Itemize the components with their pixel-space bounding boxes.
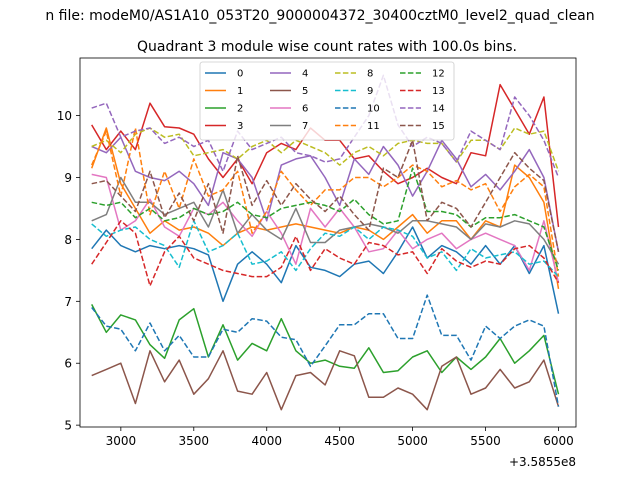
chart-title: Quadrant 3 module wise count rates with … — [137, 39, 517, 55]
series-line-11 — [91, 127, 560, 277]
series-line-1 — [90, 127, 560, 290]
y-tick-label: 6 — [64, 357, 72, 371]
legend-label-5: 5 — [302, 86, 308, 97]
series-line-9 — [91, 220, 560, 278]
y-axis: 5 6 7 8 9 10 — [57, 109, 80, 433]
series-line-7 — [91, 176, 560, 265]
series-line-12 — [91, 167, 560, 271]
series-line-15 — [91, 139, 560, 252]
legend-label-4: 4 — [302, 69, 308, 80]
y-tick-label: 7 — [64, 295, 72, 309]
legend-box — [199, 61, 455, 141]
x-tick-label: 3500 — [179, 434, 210, 448]
legend-label-1: 1 — [237, 86, 243, 97]
x-axis: 3000 3500 4000 4500 5000 5500 6000 — [106, 427, 574, 448]
series-line-13 — [91, 220, 560, 287]
legend-label-3: 3 — [237, 121, 243, 132]
y-tick-label: 10 — [57, 109, 72, 123]
y-tick-label: 5 — [64, 419, 72, 433]
series-line-5 — [91, 350, 560, 411]
x-axis-offset-label: +3.5855e8 — [509, 455, 576, 469]
legend-label-7: 7 — [302, 121, 308, 132]
x-tick-label: 5500 — [470, 434, 501, 448]
x-tick-label: 5000 — [397, 434, 428, 448]
series-layer — [90, 74, 560, 411]
legend-label-11: 11 — [367, 121, 380, 132]
legend-label-8: 8 — [367, 69, 373, 80]
legend-label-2: 2 — [237, 104, 243, 115]
legend-label-9: 9 — [367, 86, 373, 97]
x-tick-label: 4000 — [251, 434, 282, 448]
legend-label-6: 6 — [302, 104, 308, 115]
figure-suptitle: n file: modeM0/AS1A10_053T20_9000004372_… — [45, 8, 594, 24]
legend-label-13: 13 — [432, 86, 445, 97]
series-line-14 — [91, 74, 560, 178]
series-line-6 — [91, 173, 560, 283]
y-tick-label: 9 — [64, 171, 72, 185]
legend-label-0: 0 — [237, 69, 243, 80]
series-line-4 — [91, 136, 560, 252]
legend-label-12: 12 — [432, 69, 445, 80]
plot-frame — [79, 57, 577, 428]
series-line-10 — [91, 294, 560, 407]
legend-label-10: 10 — [367, 104, 380, 115]
legend-label-15: 15 — [432, 121, 445, 132]
x-tick-label: 3000 — [106, 434, 137, 448]
legend-label-14: 14 — [432, 104, 445, 115]
y-tick-label: 8 — [64, 233, 72, 247]
x-tick-label: 6000 — [543, 434, 574, 448]
x-tick-label: 4500 — [324, 434, 355, 448]
series-line-8 — [91, 127, 560, 172]
